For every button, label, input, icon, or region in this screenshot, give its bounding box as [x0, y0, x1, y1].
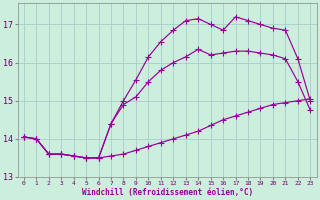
X-axis label: Windchill (Refroidissement éolien,°C): Windchill (Refroidissement éolien,°C) [82, 188, 253, 197]
